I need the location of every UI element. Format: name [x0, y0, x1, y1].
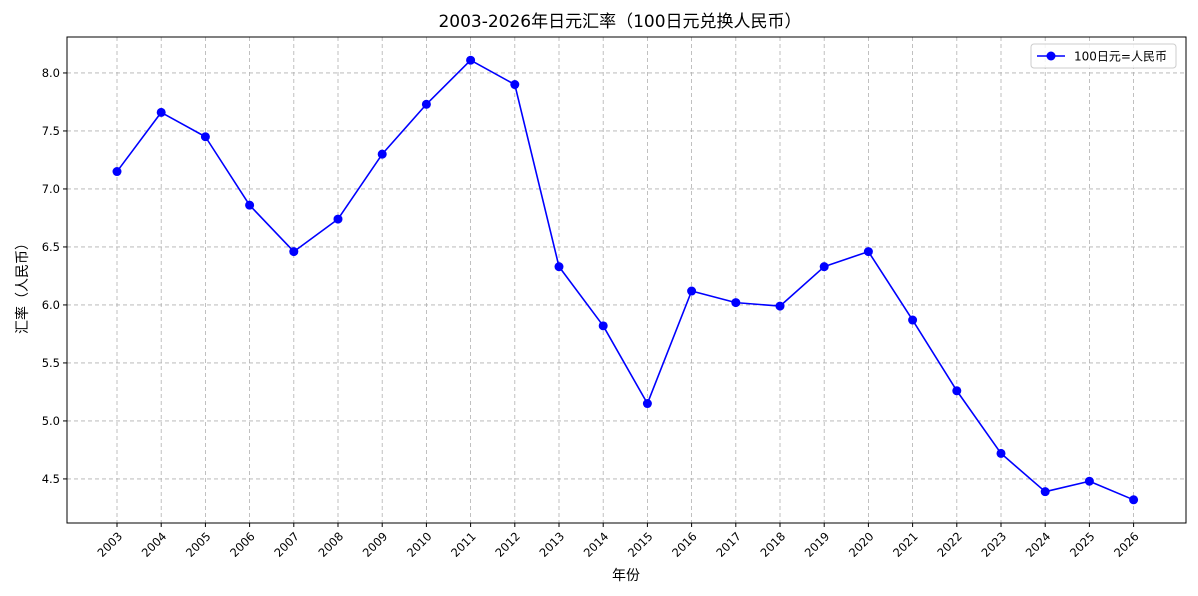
y-tick-label: 7.5 — [42, 124, 60, 138]
x-tick-label: 2014 — [581, 529, 612, 560]
y-tick-label: 4.5 — [42, 472, 60, 486]
x-tick-label: 2018 — [758, 529, 789, 560]
x-tick-label: 2004 — [139, 529, 170, 560]
y-tick-label: 8.0 — [42, 66, 60, 80]
x-tick-label: 2023 — [979, 529, 1010, 560]
x-tick-label: 2005 — [183, 529, 214, 560]
data-point — [333, 214, 343, 224]
x-tick-label: 2009 — [360, 529, 391, 560]
data-point — [156, 107, 166, 117]
x-tick-label: 2026 — [1111, 529, 1142, 560]
data-point — [1040, 487, 1050, 497]
data-point — [775, 301, 785, 311]
x-tick-label: 2016 — [669, 529, 700, 560]
data-point — [687, 286, 697, 296]
data-point — [598, 321, 608, 331]
data-point — [200, 132, 210, 142]
x-tick-label: 2003 — [95, 529, 126, 560]
y-tick-label: 7.0 — [42, 182, 60, 196]
x-tick-label: 2017 — [713, 529, 744, 560]
y-axis-ticks: 4.5 5.0 5.5 6.0 6.5 7.0 7.5 8.0 — [42, 66, 67, 486]
data-point — [1129, 495, 1139, 505]
x-axis-ticks: 2003 2004 2005 2006 2007 2008 2009 2010 2011 2012… — [95, 523, 1142, 560]
x-tick-label: 2022 — [934, 529, 965, 560]
x-axis-label: 年份 — [612, 568, 640, 584]
x-tick-label: 2021 — [890, 529, 921, 560]
y-tick-label: 5.5 — [42, 356, 60, 370]
series-layer — [112, 55, 1139, 505]
legend: 100日元=人民币 — [1030, 43, 1177, 69]
x-tick-label: 2020 — [846, 529, 877, 560]
x-tick-label: 2008 — [316, 529, 347, 560]
data-point — [245, 200, 255, 210]
y-tick-label: 5.0 — [42, 414, 60, 428]
y-tick-label: 6.5 — [42, 240, 60, 254]
x-tick-label: 2024 — [1023, 529, 1054, 560]
data-point — [421, 99, 431, 109]
grid — [67, 37, 1186, 523]
data-point — [1084, 476, 1094, 486]
x-tick-label: 2006 — [227, 529, 258, 560]
data-point — [510, 80, 520, 90]
data-point — [289, 247, 299, 257]
data-point — [642, 399, 652, 409]
chart-title: 2003-2026年日元汇率（100日元兑换人民币） — [438, 12, 801, 32]
y-tick-label: 6.0 — [42, 298, 60, 312]
data-point — [731, 298, 741, 308]
data-point — [466, 55, 476, 65]
data-point — [863, 247, 873, 257]
x-tick-label: 2015 — [625, 529, 656, 560]
series-line — [116, 59, 1134, 501]
x-tick-label: 2019 — [802, 529, 833, 560]
data-point — [996, 448, 1006, 458]
plot-area-frame — [66, 36, 1187, 524]
data-point — [112, 167, 122, 177]
data-point — [377, 149, 387, 159]
x-tick-label: 2025 — [1067, 529, 1098, 560]
data-point — [554, 262, 564, 272]
data-point — [908, 315, 918, 325]
x-tick-label: 2011 — [448, 529, 479, 560]
x-tick-label: 2013 — [537, 529, 568, 560]
x-tick-label: 2010 — [404, 529, 435, 560]
data-point — [952, 386, 962, 396]
data-point — [819, 262, 829, 272]
x-tick-label: 2007 — [271, 529, 302, 560]
legend-box — [1030, 43, 1177, 69]
y-axis-label: 汇率（人民币） — [14, 236, 31, 334]
x-tick-label: 2012 — [492, 529, 523, 560]
legend-marker-swatch — [1046, 51, 1056, 61]
legend-entry-label: 100日元=人民币 — [1074, 50, 1167, 64]
